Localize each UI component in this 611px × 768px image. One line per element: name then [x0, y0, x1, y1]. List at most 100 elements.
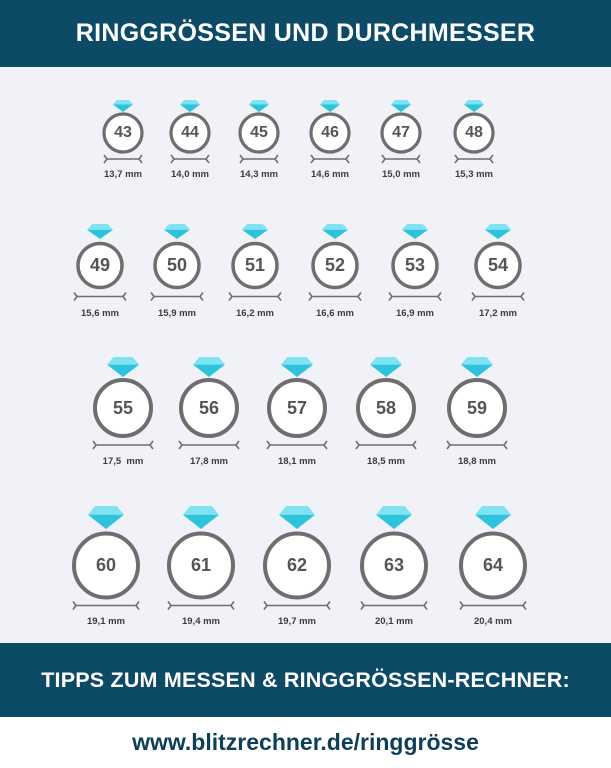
ring-size-52: 52 16,6 mm — [290, 220, 380, 325]
ring-graphic — [453, 100, 495, 164]
diamond-icon — [391, 100, 411, 112]
ring-diameter-label: 19,4 mm — [181, 616, 221, 627]
ring-graphic — [228, 223, 282, 301]
tips-title: TIPPS ZUM MESSEN & RINGGRÖSSEN-RECHNER: — [41, 667, 570, 692]
ring-graphic — [355, 357, 417, 450]
ring-size-47: 47 15,0 mm — [356, 96, 446, 185]
diameter-line — [150, 291, 204, 301]
ring-diameter-label: 16,9 mm — [395, 308, 435, 319]
ring-graphic — [459, 505, 527, 610]
diameter-line — [170, 154, 210, 164]
ring-diameter-label: 16,2 mm — [235, 308, 275, 319]
ring-size-62: 62 19,7 mm — [252, 502, 342, 633]
ring-diameter-label: 18,5 mm — [366, 456, 406, 467]
ring-size-number: 47 — [392, 123, 410, 141]
diameter-line — [459, 600, 527, 610]
ring-diameter-label: 19,7 mm — [277, 616, 317, 627]
ring-diameter-label: 15,9 mm — [157, 308, 197, 319]
ring-diameter-label: 14,3 mm — [239, 169, 279, 180]
ring-size-49: 49 15,6 mm — [55, 220, 145, 325]
ring-size-number: 62 — [286, 554, 308, 575]
ring-circle — [153, 241, 201, 289]
ring-circle — [72, 531, 140, 599]
diamond-icon — [279, 505, 315, 529]
ring-size-50: 50 15,9 mm — [132, 220, 222, 325]
ring-size-43: 43 13,7 mm — [78, 96, 168, 185]
ring-size-number: 51 — [244, 254, 266, 275]
diamond-icon — [193, 357, 225, 377]
ring-size-number: 46 — [321, 123, 339, 141]
diameter-line — [388, 291, 442, 301]
diamond-icon — [88, 505, 124, 529]
ring-diameter-label: 13,7 mm — [103, 169, 143, 180]
ring-diameter-label: 15,3 mm — [454, 169, 494, 180]
ring-circle — [360, 531, 428, 599]
ring-circle — [76, 241, 124, 289]
ring-circle — [179, 378, 239, 438]
ring-size-number: 55 — [112, 397, 134, 418]
ring-size-number: 52 — [324, 254, 346, 275]
ring-graphic — [178, 357, 240, 450]
ring-size-54: 54 17,2 mm — [453, 220, 543, 325]
ring-circle — [447, 378, 507, 438]
diameter-line — [239, 154, 279, 164]
ring-circle — [102, 112, 144, 154]
diamond-icon — [464, 100, 484, 112]
title-banner: RINGGRÖSSEN UND DURCHMESSER — [0, 0, 611, 67]
diameter-line — [381, 154, 421, 164]
ring-size-number: 45 — [250, 123, 268, 141]
diamond-icon — [475, 505, 511, 529]
ring-circle — [356, 378, 416, 438]
ring-diameter-label: 20,4 mm — [473, 616, 513, 627]
ring-diameter-label: 18,1 mm — [277, 456, 317, 467]
ring-size-number: 61 — [190, 554, 212, 575]
ring-size-number: 64 — [482, 554, 504, 575]
diamond-icon — [402, 223, 428, 239]
ring-size-51: 51 16,2 mm — [210, 220, 300, 325]
ring-graphic — [380, 100, 422, 164]
ring-diameter-label: 18,8 mm — [457, 456, 497, 467]
ring-circle — [167, 531, 235, 599]
ring-graphic — [102, 100, 144, 164]
diameter-line — [446, 440, 508, 450]
ring-diameter-label: 20,1 mm — [374, 616, 414, 627]
diamond-icon — [113, 100, 133, 112]
ring-diameter-label: 14,6 mm — [310, 169, 350, 180]
diamond-icon — [322, 223, 348, 239]
ring-size-number: 60 — [95, 554, 117, 575]
ring-size-63: 63 20,1 mm — [349, 502, 439, 633]
ring-size-number: 57 — [286, 397, 308, 418]
ring-size-59: 59 18,8 mm — [432, 353, 522, 472]
ring-diameter-label: 17,2 mm — [478, 308, 518, 319]
ring-circle — [231, 241, 279, 289]
ring-graphic — [72, 505, 140, 610]
ring-circle — [474, 241, 522, 289]
ring-graphic — [92, 357, 154, 450]
ring-size-48: 48 15,3 mm — [429, 96, 519, 185]
ring-size-number: 49 — [89, 254, 111, 275]
ring-size-number: 59 — [466, 397, 488, 418]
ring-circle — [267, 378, 327, 438]
ring-diameter-label: 17,8 mm — [189, 456, 229, 467]
diameter-line — [471, 291, 525, 301]
ring-circle — [380, 112, 422, 154]
ring-size-number: 54 — [487, 254, 509, 275]
website-link[interactable]: www.blitzrechner.de/ringgrösse — [132, 729, 479, 755]
diamond-icon — [281, 357, 313, 377]
ring-circle — [309, 112, 351, 154]
ring-graphic — [471, 223, 525, 301]
ring-size-number: 58 — [375, 397, 397, 418]
ring-size-61: 61 19,4 mm — [156, 502, 246, 633]
ring-graphic — [446, 357, 508, 450]
diameter-line — [92, 440, 154, 450]
ring-circle — [391, 241, 439, 289]
ring-size-46: 46 14,6 mm — [285, 96, 375, 185]
ring-graphic — [309, 100, 351, 164]
diameter-line — [310, 154, 350, 164]
ring-size-44: 44 14,0 mm — [145, 96, 235, 185]
ring-circle — [238, 112, 280, 154]
ring-circle — [263, 531, 331, 599]
diamond-icon — [370, 357, 402, 377]
ring-size-53: 53 16,9 mm — [370, 220, 460, 325]
diamond-icon — [242, 223, 268, 239]
